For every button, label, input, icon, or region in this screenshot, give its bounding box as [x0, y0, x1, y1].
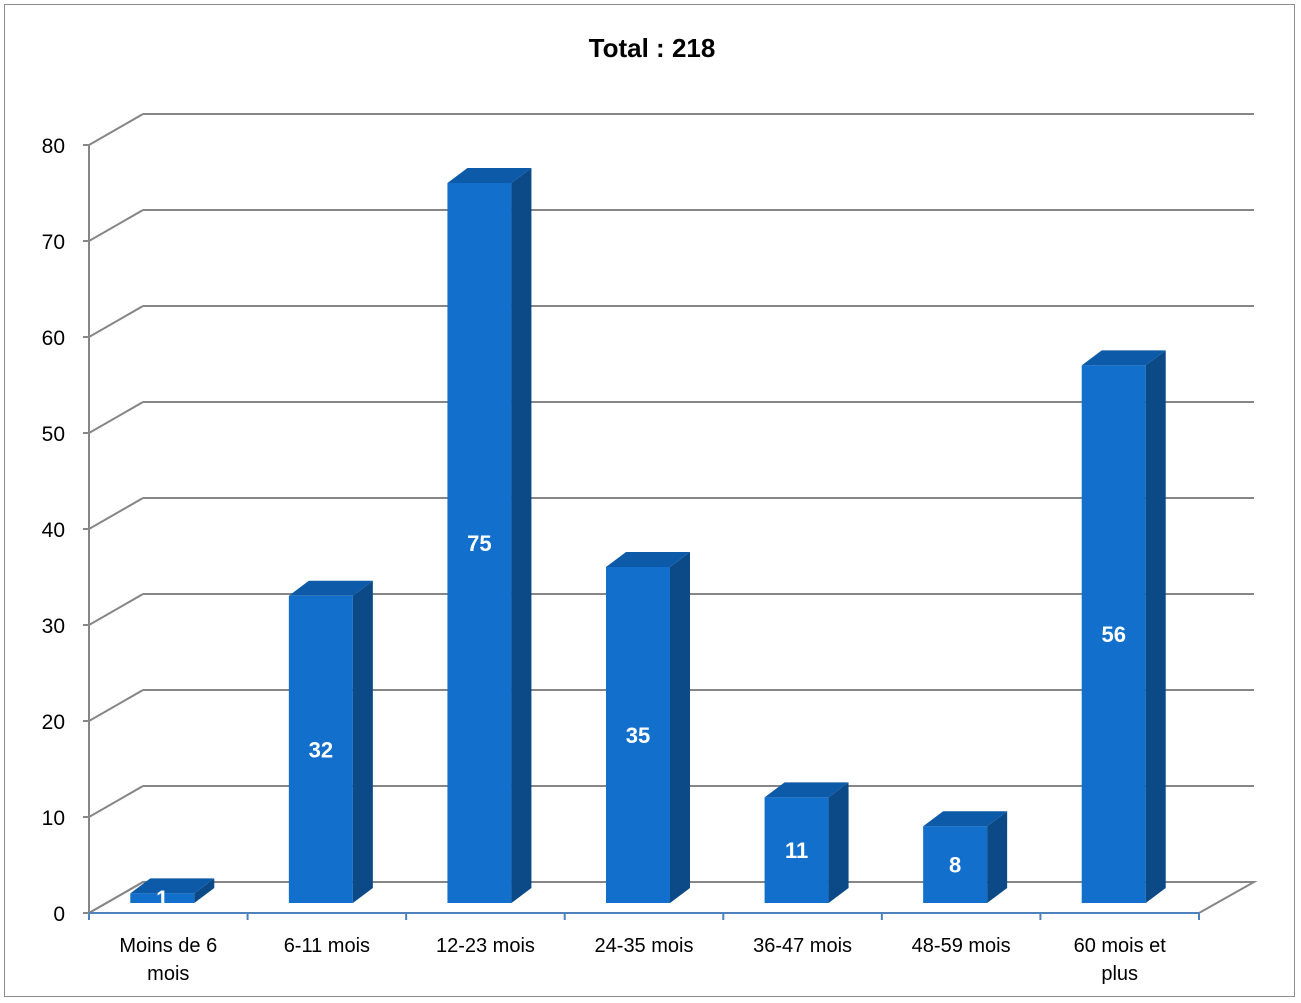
bar [923, 811, 1008, 903]
bar-front [130, 893, 195, 903]
y-tick-label: 30 [42, 615, 65, 638]
bar-front [1081, 365, 1146, 903]
bar-side [670, 552, 690, 903]
bar-front [606, 567, 670, 903]
bar-front [923, 826, 988, 903]
data-label: 35 [626, 723, 650, 748]
x-tick-label: 60 mois et [1074, 935, 1167, 957]
x-tick-label: plus [1101, 963, 1138, 985]
x-tick-label: Moins de 6 [119, 935, 217, 957]
data-label: 11 [785, 838, 808, 863]
gridline-side [88, 209, 144, 242]
data-label: 8 [949, 853, 961, 878]
x-tick-labels: Moins de 6 mois 6-11 mois 12-23 mois 24-35 m… [119, 935, 1166, 985]
y-tick-label: 80 [42, 135, 65, 158]
bar-top [1081, 350, 1166, 366]
gridline-side [88, 785, 144, 818]
gridline-side [88, 113, 144, 146]
x-tick-label: 24-35 mois [595, 935, 694, 957]
y-tick-label: 0 [53, 903, 65, 926]
data-label: 75 [467, 531, 491, 556]
bar-front [288, 595, 353, 903]
bar-side [511, 168, 532, 903]
bar-front [447, 183, 512, 903]
y-tick-label: 70 [42, 231, 65, 254]
chart-title: Total : 218 [589, 33, 716, 63]
gridline-side [88, 305, 144, 338]
x-tick-label: mois [147, 963, 189, 985]
bar-front [764, 797, 829, 903]
bars [130, 168, 1166, 903]
bar-top [288, 580, 373, 596]
bar [447, 168, 532, 903]
bar [606, 552, 690, 903]
y-tick-label: 50 [42, 423, 65, 446]
data-labels: 1 32 75 35 11 8 56 [156, 531, 1126, 911]
gridline-side [88, 689, 144, 722]
bar [130, 878, 215, 903]
bar [288, 580, 373, 903]
x-tick-label: 6-11 mois [284, 935, 370, 957]
y-tick-label: 60 [42, 327, 65, 350]
bar-side [194, 878, 215, 903]
x-tick-label: 36-47 mois [753, 935, 852, 957]
y-tick-label: 20 [42, 711, 65, 734]
bar-top [447, 168, 532, 183]
gridline-side [88, 497, 144, 530]
bar-top [764, 782, 849, 798]
data-label: 56 [1101, 622, 1125, 647]
x-tick-label: 12-23 mois [436, 935, 535, 957]
bar-top [923, 811, 1008, 827]
chart-frame: Total : 218 0 10 20 30 40 50 60 70 80 1 32 75 35 11 8… [4, 4, 1295, 997]
bar-top [606, 552, 690, 567]
data-label: 32 [309, 737, 333, 762]
bar-side [352, 580, 373, 903]
chart-svg: Total : 218 0 10 20 30 40 50 60 70 80 1 32 75 35 11 8… [42, 33, 1258, 985]
y-tick-labels: 0 10 20 30 40 50 60 70 80 [42, 135, 65, 926]
bar [1081, 350, 1166, 903]
bar-side [987, 811, 1008, 903]
data-label: 1 [156, 886, 168, 911]
bar [764, 782, 849, 903]
axes [83, 144, 1258, 920]
bar-top [130, 878, 215, 894]
bar-side [1145, 350, 1166, 903]
gridline-side [88, 593, 144, 626]
x-tick-label: 48-59 mois [912, 935, 1011, 957]
bar-side [828, 782, 849, 903]
y-tick-label: 10 [42, 807, 65, 830]
y-tick-label: 40 [42, 519, 65, 542]
gridline-side [88, 401, 144, 434]
